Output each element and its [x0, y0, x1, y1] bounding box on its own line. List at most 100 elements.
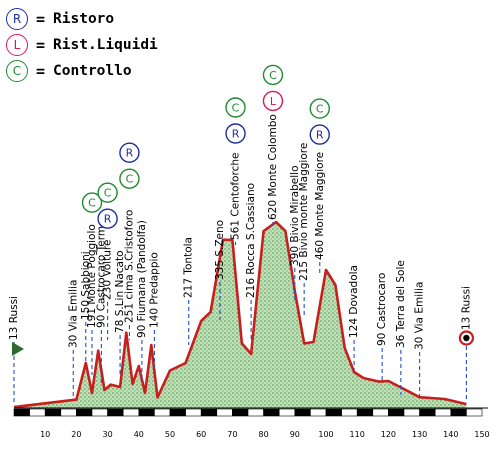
axis-segment — [263, 408, 280, 417]
axis-segment — [466, 408, 483, 417]
badge-letter: C — [269, 69, 277, 82]
axis-segment — [60, 408, 77, 417]
axis-tick-label: 70 — [227, 430, 237, 439]
axis-segment — [122, 408, 140, 417]
badge-letter: C — [126, 173, 134, 186]
point-label: 124 Dovadola — [348, 265, 360, 338]
point-label: 230 Volture — [102, 240, 114, 300]
badge-C-icon — [262, 64, 284, 86]
badge-R-icon — [97, 208, 118, 229]
legend-label-ristoro: Ristoro — [53, 11, 115, 27]
legend-equals: = — [36, 36, 46, 54]
badge-letter: C — [316, 103, 324, 116]
axis-segment — [310, 408, 327, 417]
point-label: 90 Fiumana (Pandolfa) — [136, 220, 148, 338]
point-label: 460 Monte Maggiore — [314, 152, 326, 260]
badge-C-icon — [119, 168, 140, 189]
axis-tick-label: 30 — [103, 430, 113, 439]
axis-segment — [76, 408, 93, 417]
axis-segment — [341, 408, 358, 417]
axis-segment — [107, 408, 124, 417]
badge-L-icon — [262, 90, 284, 112]
badge-letter: C — [232, 102, 240, 115]
finish-marker-center — [463, 334, 470, 342]
axis-segment — [325, 408, 342, 417]
point-label: 390 Bivio Mirabello — [289, 165, 301, 266]
point-label: 30 Via Emilia — [67, 280, 79, 348]
axis-segment — [356, 408, 374, 417]
axis-tick-label: 110 — [350, 430, 365, 439]
axis-segment — [154, 408, 171, 417]
point-label: 335 S.Zeno — [214, 220, 226, 280]
badge-C-icon — [225, 97, 246, 118]
badge-R-icon — [119, 142, 140, 163]
axis-segment — [216, 408, 233, 417]
legend-label-rist-liquidi: Rist.Liquidi — [53, 37, 158, 53]
axis-segment — [450, 408, 467, 417]
legend-controllo: C = Controllo — [0, 58, 132, 84]
badge-letter: R — [232, 128, 240, 141]
elevation-outline — [13, 220, 467, 409]
axis-segment — [372, 408, 389, 417]
badge-letter: C — [104, 187, 112, 200]
axis-tick-label: 100 — [318, 430, 333, 439]
axis-segment — [91, 408, 108, 417]
axis-segment — [29, 408, 46, 417]
axis-segment — [232, 408, 249, 417]
point-label: 13 Russi — [460, 286, 472, 330]
axis-tick-label: 60 — [196, 430, 206, 439]
point-label: 215 Bivio monte Maggiore — [298, 143, 310, 281]
badge-letter: R — [316, 129, 324, 142]
badge-C-icon — [309, 98, 330, 119]
axis-tick-label: 50 — [165, 430, 175, 439]
point-label: 30 Via Emilia — [414, 282, 426, 350]
legend-rist-liquidi: L = Rist.Liquidi — [0, 32, 158, 58]
start-flag-icon — [12, 342, 24, 356]
ristoro-badge-icon: R — [6, 8, 28, 30]
elevation-area — [14, 222, 467, 408]
badge-letter: R — [126, 147, 134, 160]
axis-tick-label: 20 — [71, 430, 81, 439]
badge-letter: R — [104, 213, 112, 226]
axis-tick-label: 150 — [474, 430, 489, 439]
axis-segment — [185, 408, 202, 417]
point-label: 13 Russi — [8, 296, 20, 340]
axis-segment — [294, 408, 311, 417]
axis-segment — [169, 408, 186, 417]
badge-C-icon — [81, 192, 103, 213]
badge-C-icon — [97, 182, 118, 203]
axis-segment — [278, 408, 296, 417]
axis-tick-label: 10 — [40, 430, 50, 439]
badge-letter: L — [270, 95, 277, 108]
legend-equals: = — [36, 10, 46, 28]
axis-segment — [419, 408, 436, 417]
point-label: 216 Rocca S.Cassiano — [245, 183, 257, 298]
point-label: 90 Castrocaro Terme — [95, 219, 107, 328]
axis-tick-label: 40 — [134, 430, 144, 439]
axis-segment — [434, 408, 452, 417]
point-label: 561 Centoforche — [230, 153, 242, 240]
point-label: 140 Predappio — [148, 252, 160, 328]
controllo-badge-icon: C — [6, 60, 28, 82]
km-axis: 10 20 30 40 50 60 70 80 90 100 110 120 130 140 150 — [13, 407, 490, 439]
badge-letter: C — [88, 197, 96, 210]
axis-tick-label: 140 — [443, 430, 458, 439]
rist-liquidi-badge-icon: L — [6, 34, 28, 56]
axis-tick-label: 130 — [412, 430, 427, 439]
axis-segment — [138, 408, 155, 417]
axis-tick-label: 80 — [259, 430, 269, 439]
point-label: 191 Monte Poggiolo — [86, 224, 98, 328]
start-finish-markers — [12, 330, 474, 356]
axis-segment — [247, 408, 264, 417]
point-label: 150 Sabbioni — [80, 251, 92, 320]
legend-ristoro: R = Ristoro — [0, 6, 114, 32]
badge-R-icon — [225, 123, 246, 144]
point-label: 36 Terra del Sole — [395, 260, 407, 348]
legend-label-controllo: Controllo — [53, 63, 132, 79]
axis-segment — [200, 408, 218, 417]
legend-equals: = — [36, 62, 46, 80]
point-label: 620 Monte Colombo — [267, 114, 279, 220]
